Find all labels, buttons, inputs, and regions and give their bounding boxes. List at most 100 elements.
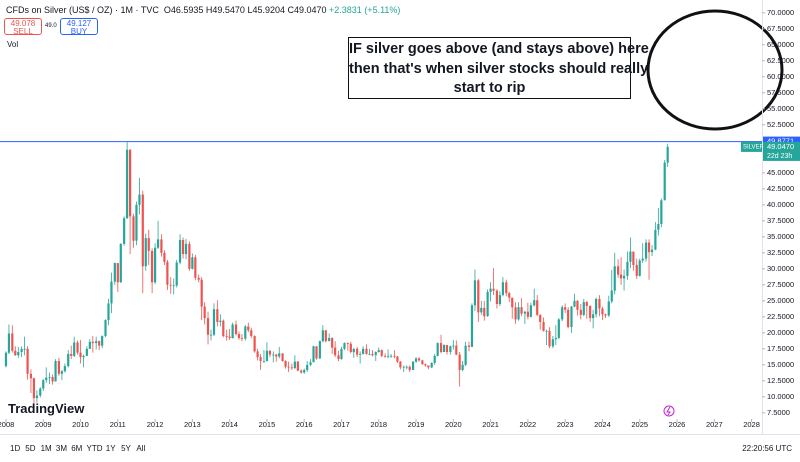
last-price-name: SILVER [743,144,765,150]
x-tick-label: 2014 [221,420,238,429]
candle-body [138,194,141,205]
candle-body [389,355,393,357]
candle-body [371,353,374,356]
x-tick-label: 2018 [370,420,387,429]
candle-body [626,261,629,276]
candle-body [480,307,483,313]
candle-body [231,324,234,338]
candle-body [430,362,433,368]
candle-body [417,358,421,361]
range-button[interactable]: 1Y [105,444,116,453]
x-tick-label: 2009 [35,420,52,429]
countdown: 22d 23h [767,153,792,160]
range-button[interactable]: 3M [55,444,68,453]
toolbar: 22:20:56 UTC 1D 5D 1M 3M 6M YTD 1Y 5Y All [0,434,800,462]
candle-body [647,242,651,253]
range-button[interactable]: 6M [71,444,83,453]
candle-body [256,351,259,358]
candle-body [57,360,61,374]
candle-body [73,342,76,356]
candle-body [557,319,560,338]
sell-price: 49.078 [10,19,36,28]
candle-body [334,347,337,356]
chart: 70.0000 67.5000 65.0000 62.5000 60.0000 57.50… [0,0,800,434]
candle-body [296,361,299,371]
candle-body [287,366,290,368]
clock: 22:20:56 UTC [742,444,792,453]
candle-body [386,355,390,357]
range-button[interactable]: 5Y [121,444,131,453]
sell-button[interactable]: 49.078 SELL [4,18,42,36]
candle-body [635,264,638,276]
candle-body [14,350,17,356]
event-icon [666,406,671,416]
candle-body [101,336,104,346]
candle-body [315,346,318,359]
candle-body [632,251,635,265]
candle-body [188,243,191,269]
candle-body [421,360,424,365]
range-button[interactable]: All [136,444,146,453]
candle-body [209,334,213,336]
candle-body [567,309,570,328]
candle-body [45,377,48,381]
candle-body [337,355,340,360]
y-tick-label: 60.0000 [767,72,794,81]
range-button[interactable]: 1M [40,444,52,453]
candle-body [79,352,82,358]
candle-body [414,358,418,362]
y-tick-label: 22.5000 [767,312,794,321]
candle-body [498,295,502,305]
candle-body [163,252,166,262]
range-button[interactable]: 5D [25,444,36,453]
candle-body [300,370,303,373]
candle-body [505,282,508,294]
range-button[interactable]: YTD [86,444,103,453]
candle-body [262,360,266,362]
candle-body [561,307,564,320]
range-button[interactable]: 1D [10,444,21,453]
last-price-label: 49.0470 [767,142,794,151]
candle-body [110,281,113,304]
x-tick-label: 2022 [520,420,537,429]
candle-body [194,257,197,278]
candle-body [129,149,132,217]
candle-body [359,353,362,355]
candle-body [160,239,163,253]
symbol[interactable]: CFDs on Silver (US$ / OZ) · 1M · TVC [6,5,159,15]
buy-button[interactable]: 49.127 BUY [60,18,98,36]
candle-body [206,318,210,335]
candle-body [181,240,185,255]
x-tick-label: 2019 [408,420,425,429]
candle-body [91,341,94,344]
candle-body [132,216,135,241]
candle-body [427,365,430,368]
buy-label: BUY [70,27,88,36]
candle-body [141,194,144,267]
candle-body [384,355,387,357]
candle-body [237,334,241,338]
y-tick-label: 7.5000 [767,408,790,417]
candle-body [234,324,238,335]
candle-body [20,348,23,353]
candle-body [629,251,632,262]
candle-body [219,320,222,322]
candle-body [455,345,458,355]
candle-body [377,350,380,353]
candle-body [278,353,281,357]
y-tick-label: 37.5000 [767,216,794,225]
candle-body [445,344,449,353]
candle-body [470,305,474,347]
candle-body [573,300,576,307]
candle-body [318,341,321,359]
candle-body [172,285,175,287]
annotation-line: then that's when silver stocks should re… [349,60,649,77]
candle-body [216,309,219,322]
x-tick-label: 2027 [706,420,723,429]
candle-body [119,243,122,283]
candle-body [107,303,110,321]
candle-body [54,360,57,382]
candle-body [306,364,309,370]
